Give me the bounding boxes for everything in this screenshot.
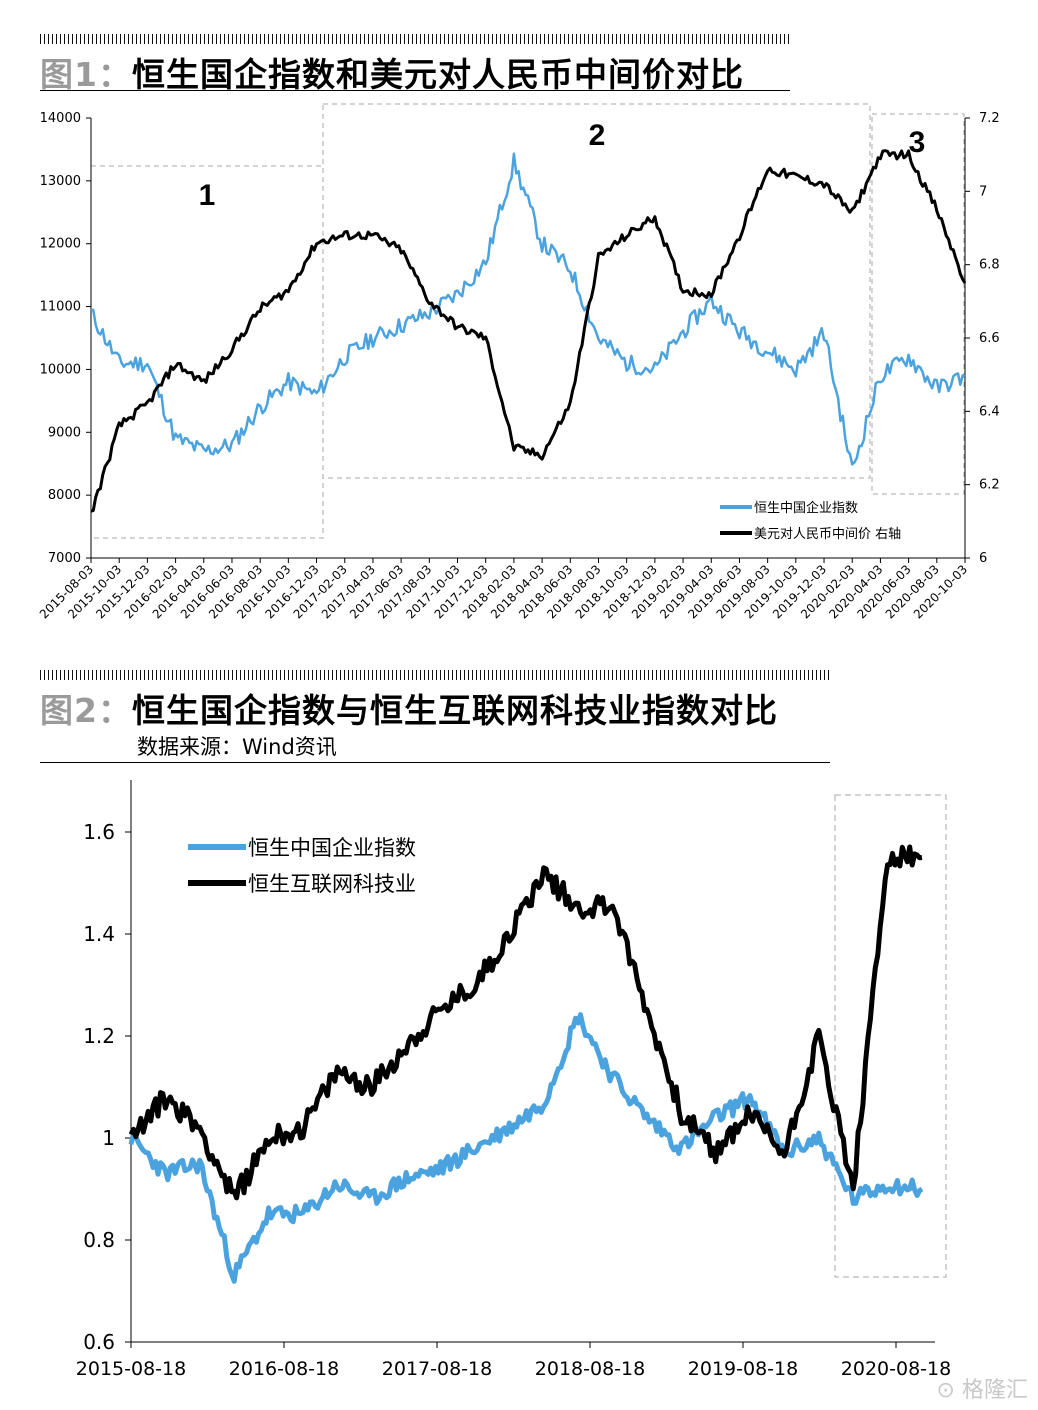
fig2-title: 图2：恒生国企指数与恒生互联网科技业指数对比 xyxy=(40,684,778,732)
fig1-annotation-1: 1 xyxy=(199,179,216,212)
fig2-y-tick-label: 1 xyxy=(102,1126,115,1150)
fig2-y-tick-label: 0.8 xyxy=(83,1228,115,1252)
fig1-left-tick-label: 14000 xyxy=(40,111,81,126)
fig2-x-tick-label: 2018-08-18 xyxy=(535,1358,645,1380)
fig1-annotation-2: 2 xyxy=(589,119,606,152)
fig2-legend-label-2: 恒生互联网科技业 xyxy=(248,872,416,896)
chart1-svg: 1 2 3 7000 8000 9000 10000 11000 12000 13000 14000… xyxy=(37,103,1000,621)
fig1-title-text: 恒生国企指数和美元对人民币中间价对比 xyxy=(131,55,744,94)
fig1-title-rule xyxy=(40,90,790,91)
fig1-annotation-3: 3 xyxy=(909,126,926,159)
fig1-number: 图1： xyxy=(40,55,132,94)
fig1-right-tick-label: 6.2 xyxy=(979,478,1000,493)
fig2-title-text: 恒生国企指数与恒生互联网科技业指数对比 xyxy=(131,691,778,730)
fig2-number: 图2： xyxy=(40,691,132,730)
fig2-x-tick-label: 2015-08-18 xyxy=(76,1358,186,1380)
fig1-left-tick-label: 7000 xyxy=(48,551,81,566)
fig1-right-tick-label: 6 xyxy=(979,551,987,566)
fig1-legend-label-1: 恒生中国企业指数 xyxy=(754,500,858,516)
fig2-period-box xyxy=(834,794,947,1278)
fig1-right-tick-label: 7.2 xyxy=(979,111,1000,126)
fig2-series-line-2 xyxy=(128,844,923,1201)
fig1-right-tick-label: 6.4 xyxy=(979,404,1000,419)
fig1-title: 图1：恒生国企指数和美元对人民币中间价对比 xyxy=(40,48,744,96)
fig2-source: 数据来源：Wind资讯 xyxy=(137,735,337,759)
fig2-x-tick-label: 2017-08-18 xyxy=(382,1358,492,1380)
fig1-left-tick-label: 10000 xyxy=(40,362,81,377)
fig2-y-tick-label: 0.6 xyxy=(83,1330,115,1354)
chart2-svg: 0.6 0.8 1 1.2 1.4 1.6 2015-08-18 2016-08-18 2017… xyxy=(76,780,951,1380)
fig1-left-tick-label: 12000 xyxy=(40,237,81,252)
fig2-title-rule xyxy=(40,762,830,763)
fig1-left-tick-label: 8000 xyxy=(48,488,81,503)
fig1-hatch-bar xyxy=(40,34,790,44)
fig2-y-tick-label: 1.2 xyxy=(83,1024,115,1048)
fig2-hatch-bar xyxy=(40,670,830,680)
fig2-x-tick-label: 2019-08-18 xyxy=(688,1358,798,1380)
fig1-legend-label-2: 美元对人民币中间价 右轴 xyxy=(754,527,901,542)
fig1-period-box-2 xyxy=(322,103,871,479)
fig1-series-line-1 xyxy=(90,152,966,466)
fig2-y-tick-label: 1.4 xyxy=(83,922,115,946)
fig1-right-tick-label: 6.8 xyxy=(979,258,1000,273)
fig1-period-box-1 xyxy=(90,165,324,539)
fig1-period-box-3 xyxy=(871,113,965,495)
fig1-left-tick-label: 13000 xyxy=(40,174,81,189)
fig1-right-tick-label: 7 xyxy=(979,184,987,199)
fig2-x-tick-label: 2020-08-18 xyxy=(841,1358,951,1380)
fig2-legend-label-1: 恒生中国企业指数 xyxy=(248,836,416,860)
fig1-left-tick-label: 11000 xyxy=(40,300,81,315)
watermark-icon: ⊙ xyxy=(936,1378,962,1403)
watermark-text: 格隆汇 xyxy=(961,1378,1028,1403)
fig1-left-tick-label: 9000 xyxy=(48,425,81,440)
fig2-x-tick-label: 2016-08-18 xyxy=(229,1358,339,1380)
watermark-logo: ⊙ 格隆汇 xyxy=(937,1372,1028,1404)
fig2-series-line-1 xyxy=(128,1012,924,1284)
fig1-right-tick-label: 6.6 xyxy=(979,331,1000,346)
fig1-series-line-2 xyxy=(90,149,967,513)
fig2-y-tick-label: 1.6 xyxy=(83,820,115,844)
